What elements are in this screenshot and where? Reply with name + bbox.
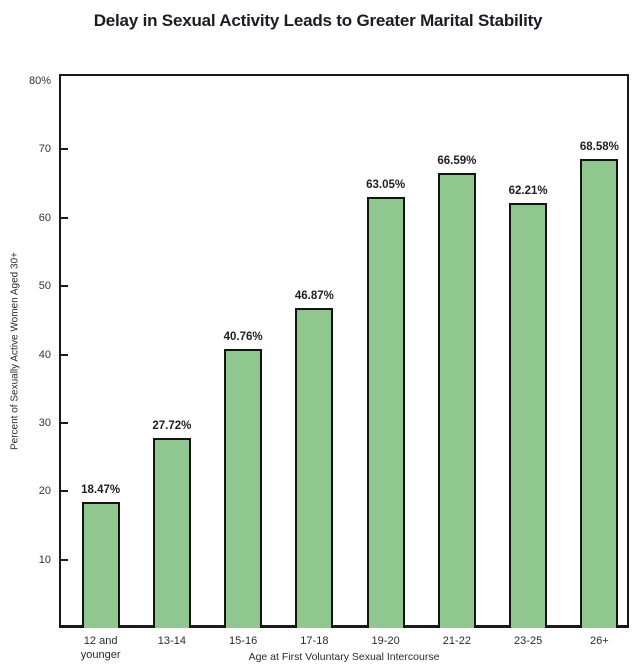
x-category-label: 15-16	[229, 635, 258, 647]
bar	[580, 159, 619, 628]
bar	[366, 196, 405, 628]
x-category-label: 17-18	[300, 635, 329, 647]
y-tick-label: 30	[38, 416, 51, 429]
y-tick-label: 20	[38, 485, 51, 498]
bar	[509, 202, 548, 628]
x-category-label: 21-22	[442, 635, 471, 647]
chart-title: Delay in Sexual Activity Leads to Greate…	[93, 11, 543, 30]
y-tick-mark	[61, 353, 68, 356]
bar	[152, 438, 191, 628]
x-category-label: 23-25	[514, 635, 543, 647]
bar-value-label: 68.58%	[579, 141, 619, 154]
y-tick-label: 50	[38, 280, 51, 293]
bar	[224, 349, 263, 628]
x-category-label: 12 and younger	[80, 635, 121, 661]
y-tick-mark	[61, 216, 68, 219]
bar-value-label: 63.05%	[366, 178, 406, 191]
y-tick-mark	[61, 421, 68, 424]
y-tick-label: 60	[38, 211, 51, 224]
bar	[295, 307, 334, 628]
x-category-label: 26+	[590, 635, 609, 647]
y-tick-label: 80%	[28, 75, 51, 87]
bar-value-label: 40.76%	[223, 331, 263, 344]
x-axis-label: Age at First Voluntary Sexual Intercours…	[248, 651, 440, 663]
y-tick-label: 70	[38, 143, 51, 156]
y-tick-label: 40	[38, 348, 51, 361]
bar-value-label: 27.72%	[152, 420, 192, 433]
x-category-label: 19-20	[371, 635, 400, 647]
y-tick-mark	[61, 490, 68, 493]
bar-value-label: 18.47%	[81, 483, 121, 496]
bar-value-label: 46.87%	[294, 289, 334, 302]
y-tick-mark	[61, 148, 68, 151]
y-tick-label: 10	[38, 553, 51, 566]
y-tick-mark	[61, 285, 68, 288]
bar	[437, 172, 476, 628]
x-category-label: 13-14	[157, 635, 186, 647]
bar	[81, 501, 120, 628]
bar-value-label: 66.59%	[437, 154, 477, 167]
y-tick-mark	[61, 558, 68, 561]
bar-value-label: 62.21%	[508, 184, 548, 197]
